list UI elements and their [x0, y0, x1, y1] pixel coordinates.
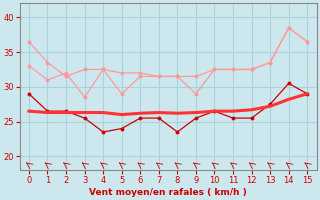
X-axis label: Vent moyen/en rafales ( km/h ): Vent moyen/en rafales ( km/h ): [89, 188, 247, 197]
